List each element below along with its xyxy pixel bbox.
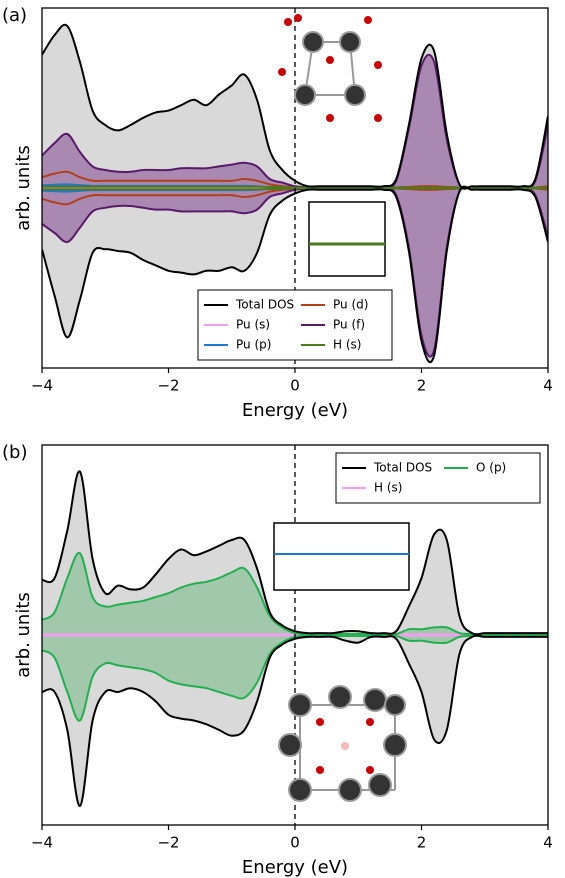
x-tick-label: −4: [31, 834, 53, 852]
legend-label: Pu (p): [236, 338, 271, 352]
x-tick-label: −2: [157, 834, 179, 852]
legend-box: [336, 453, 540, 503]
x-tick-label: 0: [290, 834, 300, 852]
legend-label: Total DOS: [373, 461, 432, 475]
legend-label: O (p): [476, 461, 506, 475]
x-axis-label: Energy (eV): [242, 400, 348, 421]
x-tick-label: 4: [543, 834, 553, 852]
x-tick-label: −2: [157, 377, 179, 395]
legend-label: H (s): [333, 338, 361, 352]
x-tick-label: 0: [290, 377, 300, 395]
panel-label: (b): [2, 442, 27, 463]
y-axis-label: arb. units: [13, 145, 34, 231]
legend-label: Total DOS: [235, 298, 294, 312]
legend-label: Pu (d): [333, 298, 368, 312]
x-axis-label: Energy (eV): [242, 857, 348, 878]
x-tick-label: 2: [417, 377, 427, 395]
structure-inset-a: [278, 14, 382, 122]
y-axis-label: arb. units: [13, 592, 34, 678]
x-tick-label: 2: [417, 834, 427, 852]
zoom-inset-b: [274, 523, 409, 590]
x-tick-label: 4: [543, 377, 553, 395]
figure: −4 −2 0 2 4 Energy (eV) arb. units (a) Total DOS…: [0, 0, 565, 878]
zoom-inset-a: [309, 202, 385, 276]
legend-label: Pu (s): [236, 318, 270, 332]
legend-label: H (s): [374, 481, 402, 495]
x-tick-label: −4: [31, 377, 53, 395]
structure-inset-b: [279, 686, 406, 801]
legend-label: Pu (f): [333, 318, 365, 332]
panel-label: (a): [2, 5, 27, 26]
